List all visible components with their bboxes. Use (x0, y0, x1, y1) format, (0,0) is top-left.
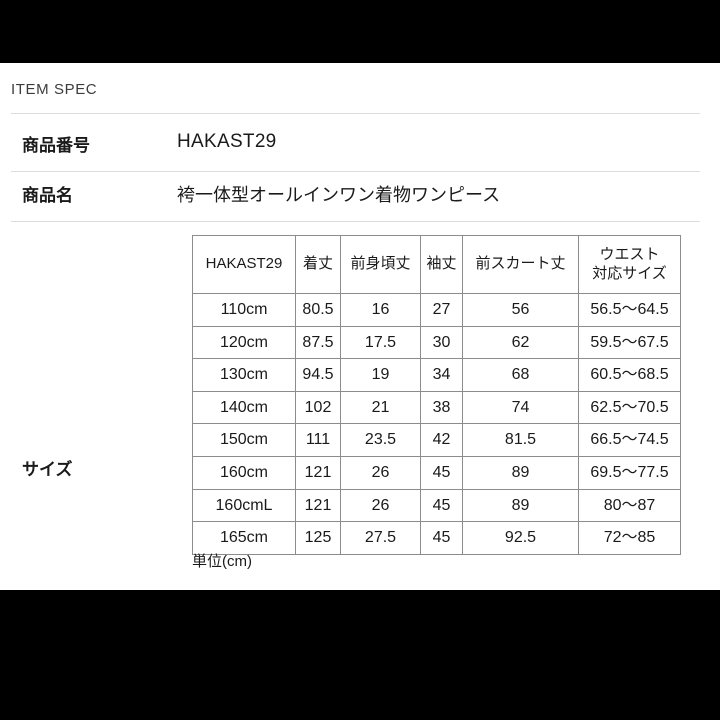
page-title: ITEM SPEC (11, 81, 98, 98)
size-table-cell: 56.5～64.5 (578, 293, 681, 327)
size-table-header-cell-5: ウエスト 対応サイズ (578, 235, 681, 294)
size-table-cell: 121 (295, 488, 341, 523)
size-table-cell: 17.5 (340, 325, 421, 360)
size-table-unit-note: 単位(cm) (192, 553, 252, 570)
size-table-cell: 60.5～68.5 (578, 358, 681, 392)
spec-row-product-code: 商品番号 HAKAST29 (0, 131, 720, 171)
size-table: HAKAST29 着丈 前身頃丈 袖丈 前スカート丈 ウエスト 対応サイズ 110cm 80.… (192, 235, 681, 555)
spec-value-product-name: 袴一体型オールインワン着物ワンピース (177, 185, 501, 205)
size-table-cell: 21 (340, 390, 421, 425)
size-table-cell: 80.5 (295, 293, 341, 327)
table-row: 140cm 102 21 38 74 62.5～70.5 (192, 390, 681, 425)
size-table-cell: 111 (295, 423, 341, 457)
size-table-cell: 66.5～74.5 (578, 423, 681, 457)
size-table-cell: 38 (420, 390, 463, 425)
size-table-cell: 45 (420, 488, 463, 523)
header-cell-line: 前身頃丈 (350, 255, 411, 273)
spec-label-product-code: 商品番号 (22, 136, 90, 155)
size-table-row-label: 130cm (192, 358, 296, 392)
header-cell-line: 袖丈 (426, 255, 457, 273)
table-row: 120cm 87.5 17.5 30 62 59.5～67.5 (192, 325, 681, 360)
table-header-row: HAKAST29 着丈 前身頃丈 袖丈 前スカート丈 ウエスト 対応サイズ (192, 235, 681, 294)
size-table-cell: 26 (340, 455, 421, 490)
header-cell-line: ウエスト (599, 245, 660, 263)
size-table-container: HAKAST29 着丈 前身頃丈 袖丈 前スカート丈 ウエスト 対応サイズ 110cm 80.… (192, 235, 681, 555)
size-table-cell: 26 (340, 488, 421, 523)
size-table-cell: 19 (340, 358, 421, 392)
size-table-row-label: 150cm (192, 423, 296, 457)
size-table-cell: 56 (462, 293, 579, 327)
size-table-cell: 89 (462, 455, 579, 490)
size-table-cell: 42 (420, 423, 463, 457)
table-row: 150cm 111 23.5 42 81.5 66.5～74.5 (192, 423, 681, 457)
size-table-cell: 34 (420, 358, 463, 392)
letterbox-bar-bottom (0, 590, 720, 720)
size-table-row-label: 160cmL (192, 488, 296, 523)
size-table-cell: 69.5～77.5 (578, 455, 681, 490)
header-cell-line: 前スカート丈 (475, 255, 566, 273)
size-table-body: 110cm 80.5 16 27 56 56.5～64.5 120cm 87.5 17.5 30 6… (192, 293, 681, 555)
header-cell-line: HAKAST29 (205, 255, 283, 273)
size-table-cell: 94.5 (295, 358, 341, 392)
size-table-row-label: 110cm (192, 293, 296, 327)
header-cell-line: 着丈 (302, 255, 333, 273)
size-table-cell: 80～87 (578, 488, 681, 523)
size-table-cell: 72～85 (578, 521, 681, 555)
size-table-header-cell-3: 袖丈 (420, 235, 463, 294)
spec-value-product-code: HAKAST29 (177, 131, 277, 152)
header-cell-line: 対応サイズ (592, 264, 667, 282)
size-table-cell: 45 (420, 521, 463, 555)
size-table-cell: 68 (462, 358, 579, 392)
size-table-cell: 30 (420, 325, 463, 360)
table-row: 165cm 125 27.5 45 92.5 72～85 (192, 521, 681, 555)
size-table-cell: 102 (295, 390, 341, 425)
size-table-header-cell-4: 前スカート丈 (462, 235, 579, 294)
size-table-cell: 74 (462, 390, 579, 425)
size-table-cell: 125 (295, 521, 341, 555)
size-table-row-label: 160cm (192, 455, 296, 490)
table-row: 130cm 94.5 19 34 68 60.5～68.5 (192, 358, 681, 392)
item-spec-sheet: ITEM SPEC 商品番号 HAKAST29 商品名 袴一体型オールインワン着… (0, 63, 720, 590)
size-table-header: HAKAST29 着丈 前身頃丈 袖丈 前スカート丈 ウエスト 対応サイズ (192, 235, 681, 294)
size-table-header-cell-1: 着丈 (295, 235, 341, 294)
size-table-cell: 81.5 (462, 423, 579, 457)
size-table-cell: 23.5 (340, 423, 421, 457)
spec-label-size: サイズ (22, 460, 73, 479)
size-table-row-label: 120cm (192, 325, 296, 360)
letterbox-bar-top (0, 0, 720, 63)
size-table-cell: 27 (420, 293, 463, 327)
table-row: 160cmL 121 26 45 89 80～87 (192, 488, 681, 523)
size-table-cell: 89 (462, 488, 579, 523)
divider-after-product-name (11, 221, 700, 222)
size-table-cell: 62.5～70.5 (578, 390, 681, 425)
divider-after-product-code (11, 171, 700, 172)
size-table-cell: 87.5 (295, 325, 341, 360)
size-table-cell: 45 (420, 455, 463, 490)
spec-row-product-name: 商品名 袴一体型オールインワン着物ワンピース (0, 181, 720, 221)
spec-label-product-name: 商品名 (22, 186, 73, 205)
size-table-cell: 16 (340, 293, 421, 327)
size-table-cell: 92.5 (462, 521, 579, 555)
size-table-cell: 27.5 (340, 521, 421, 555)
table-row: 110cm 80.5 16 27 56 56.5～64.5 (192, 293, 681, 327)
divider-top (11, 113, 700, 114)
size-table-cell: 121 (295, 455, 341, 490)
size-table-header-cell-0: HAKAST29 (192, 235, 296, 294)
size-table-header-cell-2: 前身頃丈 (340, 235, 421, 294)
size-table-row-label: 165cm (192, 521, 296, 555)
size-table-row-label: 140cm (192, 390, 296, 425)
size-table-cell: 59.5～67.5 (578, 325, 681, 360)
size-table-cell: 62 (462, 325, 579, 360)
table-row: 160cm 121 26 45 89 69.5～77.5 (192, 455, 681, 490)
